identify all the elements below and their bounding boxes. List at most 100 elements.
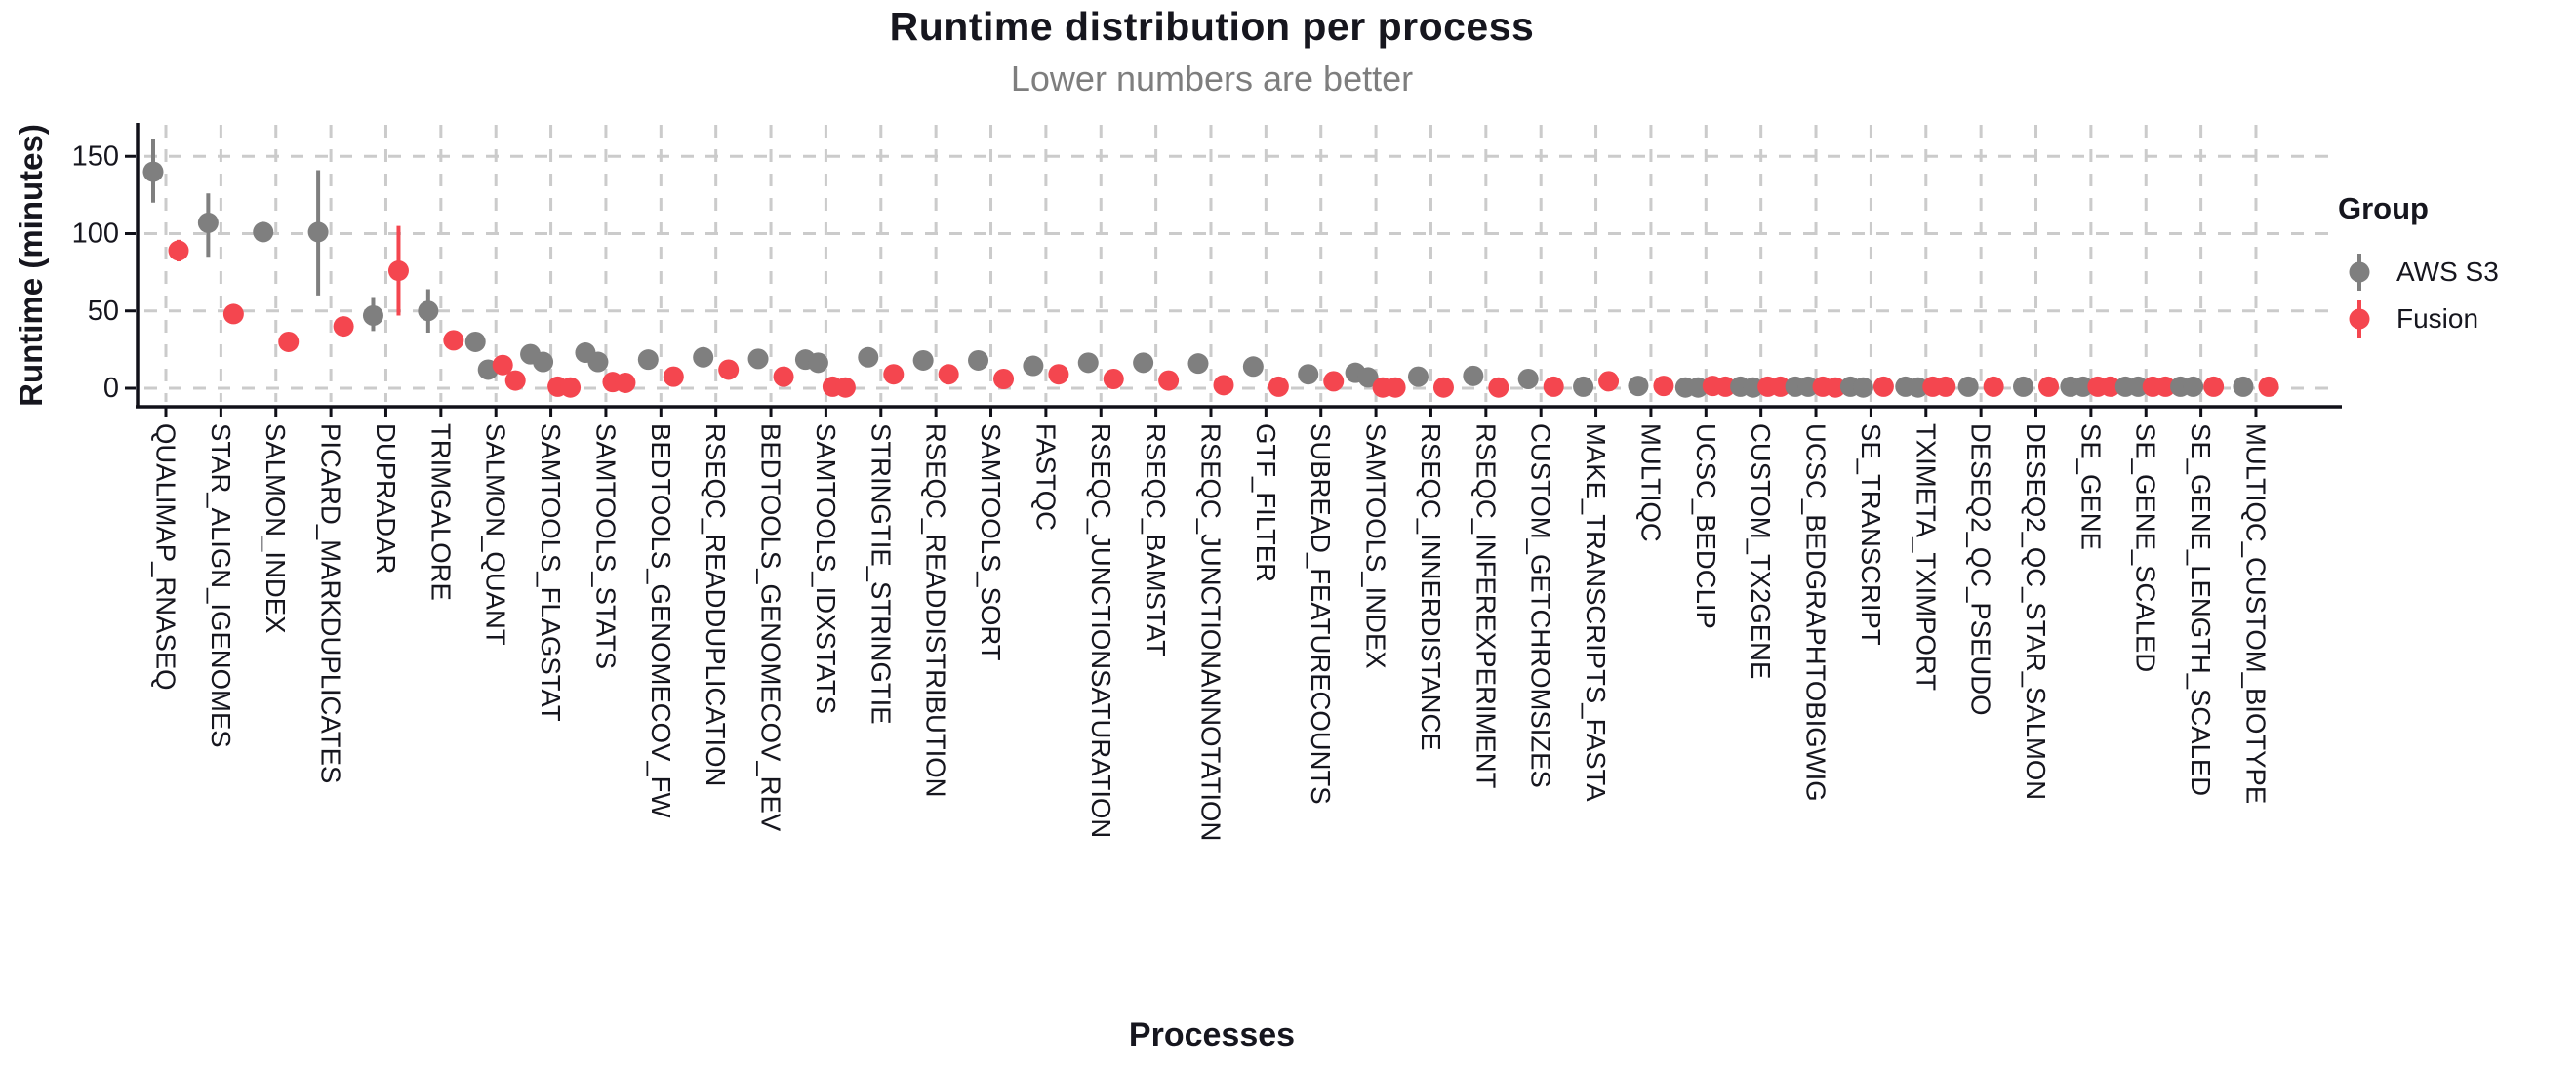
- y-tick-label: 150: [72, 140, 119, 172]
- data-point-fusion: [333, 316, 354, 338]
- data-point-aws-s3: [464, 331, 486, 352]
- data-point-fusion: [1103, 368, 1124, 389]
- pointrange-icon: [2349, 254, 2370, 291]
- data-point-aws-s3: [1242, 356, 1264, 378]
- x-tick-label: DUPRADAR: [371, 423, 401, 574]
- data-point-fusion: [168, 240, 189, 261]
- x-tick-label: DESEQ2_QC_STAR_SALMON: [2021, 423, 2051, 800]
- x-tick-label: SAMTOOLS_FLAGSTAT: [536, 423, 566, 722]
- x-tick-label: SUBREAD_FEATURECOUNTS: [1306, 423, 1336, 805]
- data-point-aws-s3: [1957, 376, 1979, 397]
- data-point-aws-s3: [1077, 352, 1099, 374]
- x-tick-label: SAMTOOLS_INDEX: [1361, 423, 1391, 669]
- x-tick-label: BEDTOOLS_GENOMECOV_FW: [646, 423, 676, 817]
- data-point-aws-s3: [2127, 376, 2149, 397]
- data-point-fusion: [993, 368, 1015, 389]
- data-point-aws-s3: [1133, 352, 1154, 374]
- data-point-aws-s3: [142, 161, 164, 182]
- data-point-fusion: [1935, 376, 1956, 397]
- data-point-fusion: [773, 366, 794, 387]
- data-point-aws-s3: [1407, 366, 1429, 387]
- data-point-fusion: [883, 364, 905, 385]
- data-point-fusion: [2154, 376, 2176, 397]
- data-point-aws-s3: [533, 351, 554, 373]
- chart-title: Runtime distribution per process: [889, 4, 1535, 49]
- data-point-fusion: [1158, 370, 1180, 391]
- legend-item-aws-s3: AWS S3: [2338, 249, 2499, 296]
- data-point-fusion: [492, 354, 513, 376]
- data-point-aws-s3: [1743, 377, 1764, 398]
- data-point-aws-s3: [1908, 377, 1929, 398]
- x-tick-label: FASTQC: [1030, 423, 1061, 531]
- data-point-aws-s3: [307, 221, 329, 243]
- data-point-fusion: [718, 359, 740, 380]
- x-tick-label: SALMON_QUANT: [481, 423, 511, 646]
- data-point-fusion: [443, 330, 464, 351]
- data-point-aws-s3: [968, 349, 989, 371]
- data-point-aws-s3: [2013, 376, 2034, 397]
- legend-label: Fusion: [2396, 303, 2479, 334]
- data-point-aws-s3: [1573, 376, 1594, 397]
- data-point-aws-s3: [2073, 376, 2094, 397]
- y-tick-label: 0: [103, 373, 119, 404]
- x-tick-label: CUSTOM_TX2GENE: [1746, 423, 1776, 679]
- legend-label: AWS S3: [2396, 257, 2499, 287]
- x-tick-label: SAMTOOLS_IDXSTATS: [811, 423, 841, 714]
- x-axis-title: Processes: [1128, 1016, 1296, 1053]
- data-point-aws-s3: [362, 305, 383, 327]
- x-tick-label: RSEQC_JUNCTIONANNOTATION: [1195, 423, 1226, 841]
- data-point-fusion: [1872, 376, 1894, 397]
- x-tick-label: GTF_FILTER: [1251, 423, 1281, 582]
- data-point-fusion: [1268, 376, 1289, 397]
- x-tick-label: QUALIMAP_RNASEQ: [151, 423, 181, 691]
- data-point-aws-s3: [1298, 364, 1319, 385]
- data-point-fusion: [1048, 364, 1069, 385]
- pointrange-icon: [2349, 300, 2370, 338]
- data-point-fusion: [504, 370, 526, 391]
- data-point-fusion: [1770, 376, 1791, 397]
- x-tick-label: SE_GENE: [2075, 423, 2106, 550]
- x-tick-label: RSEQC_READDUPLICATION: [701, 423, 731, 786]
- data-point-fusion: [222, 303, 244, 325]
- y-tick-label: 50: [88, 296, 119, 327]
- data-point-aws-s3: [1463, 365, 1484, 386]
- data-point-aws-s3: [1797, 376, 1819, 397]
- legend-title: Group: [2338, 191, 2429, 225]
- data-point-aws-s3: [587, 351, 609, 373]
- data-point-fusion: [1213, 375, 1234, 396]
- x-tick-label: RSEQC_JUNCTIONSATURATION: [1086, 423, 1116, 838]
- x-tick-label: UCSC_BEDCLIP: [1691, 423, 1721, 629]
- legend: Group AWS S3 Fusion: [2338, 191, 2499, 342]
- data-point-aws-s3: [1187, 353, 1209, 375]
- data-point-fusion: [278, 331, 300, 352]
- data-point-fusion: [2100, 376, 2121, 397]
- data-point-fusion: [1598, 371, 1620, 392]
- x-tick-label: SE_GENE_LENGTH_SCALED: [2186, 423, 2216, 796]
- data-point-aws-s3: [693, 346, 714, 368]
- data-point-aws-s3: [197, 212, 219, 233]
- data-point-aws-s3: [1852, 377, 1873, 398]
- x-tick-label: TXIMETA_TXIMPORT: [1911, 423, 1941, 691]
- x-tick-label: STAR_ALIGN_IGENOMES: [206, 423, 236, 748]
- data-point-fusion: [1543, 376, 1564, 397]
- x-tick-label: TRIMGALORE: [425, 423, 456, 601]
- data-point-fusion: [2203, 376, 2225, 397]
- chart-subtitle: Lower numbers are better: [1010, 59, 1414, 99]
- data-point-fusion: [615, 372, 636, 393]
- x-tick-label: SE_TRANSCRIPT: [1856, 423, 1886, 646]
- x-tick-label: MAKE_TRANSCRIPTS_FASTA: [1581, 423, 1611, 802]
- x-tick-label: MULTIQC_CUSTOM_BIOTYPE: [2240, 423, 2271, 804]
- data-point-aws-s3: [912, 349, 934, 371]
- x-tick-label: RSEQC_BAMSTAT: [1141, 423, 1171, 656]
- data-point-fusion: [834, 377, 856, 398]
- x-tick-label: PICARD_MARKDUPLICATES: [316, 423, 346, 783]
- x-tick-label: RSEQC_READDISTRIBUTION: [921, 423, 951, 798]
- data-point-aws-s3: [858, 346, 879, 368]
- data-point-fusion: [1714, 376, 1736, 397]
- data-point-aws-s3: [1628, 376, 1649, 397]
- x-tick-label: RSEQC_INFEREXPERIMENT: [1470, 423, 1501, 789]
- data-point-fusion: [1323, 371, 1345, 392]
- data-point-fusion: [1488, 377, 1509, 398]
